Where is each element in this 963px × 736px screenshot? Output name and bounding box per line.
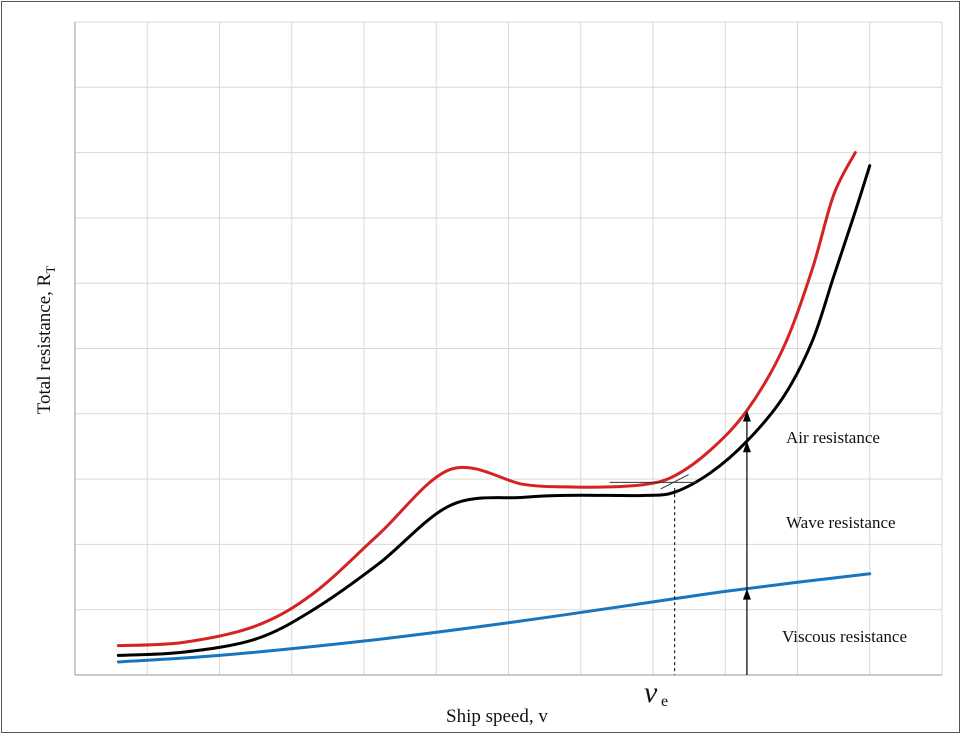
y-axis-label-group: Total resistance, RT — [34, 266, 58, 415]
x-axis-label: Ship speed, v — [446, 706, 548, 727]
gridlines — [75, 21, 943, 675]
arrowhead-viscous — [742, 588, 751, 600]
y-axis-label: Total resistance, RT — [34, 266, 58, 415]
annotation-air-resistance: Air resistance — [786, 428, 880, 447]
series-layer — [116, 151, 872, 664]
series-line-total-water — [116, 164, 872, 657]
ve-symbol: v — [644, 676, 658, 709]
annotation-wave-resistance: Wave resistance — [786, 513, 896, 532]
series-line-viscous — [116, 572, 872, 664]
arrowhead-air — [742, 410, 751, 422]
arrowhead-wave — [742, 441, 751, 453]
series-line-total-with-air — [116, 151, 857, 648]
annotation-viscous-resistance: Viscous resistance — [782, 627, 907, 646]
tangent-tick — [660, 474, 689, 490]
ve-subscript: e — [661, 693, 668, 710]
